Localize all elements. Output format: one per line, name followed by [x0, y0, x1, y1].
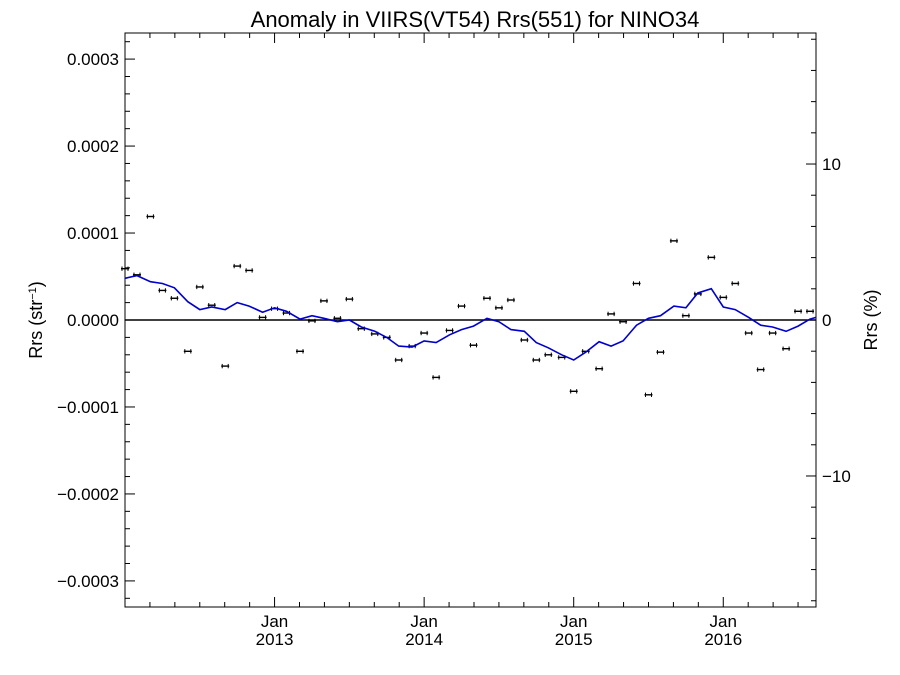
anomaly-point	[457, 303, 466, 309]
anomaly-point	[669, 238, 678, 244]
x-tick-label-year: 2015	[555, 630, 593, 649]
y-axis-label-left-close: )	[26, 281, 46, 287]
anomaly-point	[420, 330, 429, 336]
anomaly-point	[258, 315, 267, 320]
x-tick-label-month: Jan	[560, 612, 587, 631]
y-left-tick-label: −0.0001	[57, 398, 119, 417]
anomaly-point	[520, 337, 529, 343]
anomaly-point	[146, 214, 155, 219]
anomaly-point	[221, 363, 230, 369]
anomaly-point	[707, 255, 716, 260]
anomaly-point	[806, 309, 815, 314]
anomaly-point	[619, 319, 628, 324]
anomaly-point	[319, 298, 328, 304]
anomaly-point	[595, 366, 604, 371]
y-right-tick-label: 10	[822, 155, 841, 174]
y-axis-label-left-superscript: −1	[27, 287, 39, 300]
anomaly-point	[245, 268, 254, 273]
y-left-tick-label: 0.0000	[67, 311, 119, 330]
anomaly-point	[494, 305, 503, 310]
chart-title: Anomaly in VIIRS(VT54) Rrs(551) for NINO…	[251, 7, 700, 32]
anomaly-point	[744, 330, 753, 336]
x-tick-label-year: 2013	[256, 630, 294, 649]
anomaly-point	[445, 328, 454, 333]
smoothed-anomaly-line	[124, 274, 817, 361]
anomaly-point	[544, 352, 553, 357]
anomaly-point	[195, 284, 204, 290]
anomaly-point	[532, 357, 541, 363]
y-left-tick-label: 0.0002	[67, 137, 119, 156]
anomaly-point	[506, 297, 515, 303]
anomaly-point	[782, 346, 791, 351]
anomaly-point	[482, 296, 491, 301]
anomaly-point	[207, 303, 216, 308]
x-tick-label-month: Jan	[261, 612, 288, 631]
anomaly-point	[607, 311, 616, 317]
anomaly-point	[719, 295, 728, 300]
anomaly-points	[121, 214, 815, 397]
anomaly-point	[233, 263, 242, 269]
anomaly-point	[756, 367, 765, 372]
anomaly-point	[121, 266, 129, 271]
anomaly-point	[681, 313, 690, 318]
y-left-tick-label: −0.0003	[57, 572, 119, 591]
anomaly-point	[432, 375, 441, 380]
anomaly-point	[644, 392, 653, 397]
anomaly-point	[158, 288, 167, 293]
y-axis-label-left-text: Rrs (str	[26, 300, 46, 359]
x-tick-label-year: 2014	[405, 630, 443, 649]
anomaly-point	[170, 296, 179, 301]
anomaly-point	[632, 281, 641, 286]
x-tick-label-month: Jan	[410, 612, 437, 631]
y-left-tick-label: 0.0003	[67, 50, 119, 69]
axis-ticks	[124, 33, 816, 607]
y-axis-label-right: Rrs (%)	[861, 290, 881, 351]
anomaly-point	[731, 281, 740, 286]
anomaly-point	[295, 349, 304, 354]
anomaly-point	[307, 318, 316, 324]
anomaly-point	[394, 357, 403, 363]
axis-tick-labels: 0.0003 0.0002 0.0001 0.0000 −0.0001 −0.0002 −0…	[57, 50, 851, 649]
y-left-tick-label: −0.0002	[57, 485, 119, 504]
anomaly-point	[469, 343, 478, 348]
y-left-tick-label: 0.0001	[67, 224, 119, 243]
y-right-tick-label: 0	[822, 311, 831, 330]
anomaly-point	[183, 349, 192, 354]
anomaly-point	[656, 350, 665, 355]
x-tick-label-month: Jan	[710, 612, 737, 631]
anomaly-point	[794, 309, 803, 314]
y-axis-label-left: Rrs (str−1)	[26, 281, 46, 359]
y-right-tick-label: −10	[822, 467, 851, 486]
x-tick-label-year: 2016	[704, 630, 742, 649]
anomaly-point	[569, 389, 578, 394]
anomaly-point	[333, 316, 342, 321]
anomaly-point	[768, 330, 777, 336]
anomaly-point	[345, 296, 354, 302]
